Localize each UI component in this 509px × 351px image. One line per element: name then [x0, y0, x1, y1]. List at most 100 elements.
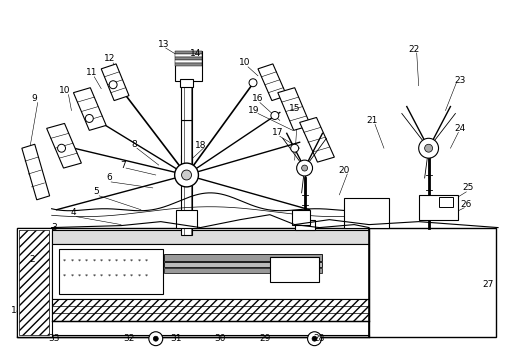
Bar — [181, 120, 192, 175]
Text: *: * — [123, 274, 126, 279]
Text: *: * — [145, 259, 148, 264]
Bar — [175, 51, 203, 54]
Bar — [175, 60, 203, 63]
Polygon shape — [344, 230, 351, 244]
Bar — [175, 63, 203, 66]
Text: *: * — [107, 274, 111, 279]
Bar — [270, 257, 320, 282]
Bar — [292, 210, 309, 225]
Text: 11: 11 — [86, 68, 97, 77]
Polygon shape — [358, 230, 365, 244]
Text: *: * — [70, 274, 73, 279]
Bar — [176, 210, 197, 227]
Polygon shape — [60, 230, 67, 244]
Text: 12: 12 — [103, 54, 115, 64]
Text: 33: 33 — [48, 334, 60, 343]
Bar — [181, 81, 192, 120]
Polygon shape — [226, 230, 233, 244]
Polygon shape — [129, 230, 136, 244]
Polygon shape — [47, 124, 81, 168]
Text: 30: 30 — [214, 334, 226, 343]
Text: 26: 26 — [461, 200, 472, 209]
Polygon shape — [268, 230, 275, 244]
Polygon shape — [275, 230, 282, 244]
Text: 21: 21 — [366, 116, 378, 125]
Polygon shape — [351, 230, 358, 244]
Polygon shape — [206, 230, 212, 244]
Text: *: * — [93, 259, 96, 264]
Text: *: * — [86, 259, 89, 264]
Circle shape — [419, 138, 439, 158]
Text: 14: 14 — [190, 49, 201, 59]
Text: 17: 17 — [272, 128, 284, 137]
Polygon shape — [323, 230, 330, 244]
Text: *: * — [70, 259, 73, 264]
Text: 20: 20 — [338, 166, 350, 174]
Bar — [51, 230, 369, 244]
Text: *: * — [100, 259, 103, 264]
Polygon shape — [199, 230, 206, 244]
Polygon shape — [278, 88, 310, 130]
Bar — [59, 250, 163, 294]
Text: 6: 6 — [106, 173, 112, 183]
Polygon shape — [17, 227, 51, 337]
Polygon shape — [247, 230, 254, 244]
Circle shape — [307, 332, 322, 346]
Text: 31: 31 — [170, 334, 181, 343]
Bar — [164, 254, 323, 261]
Text: *: * — [63, 259, 66, 264]
Polygon shape — [300, 118, 334, 162]
Polygon shape — [330, 230, 337, 244]
Bar — [175, 57, 203, 60]
Circle shape — [249, 79, 257, 87]
Text: 25: 25 — [463, 184, 474, 192]
Polygon shape — [309, 230, 317, 244]
Polygon shape — [73, 230, 80, 244]
Bar — [181, 155, 192, 234]
Circle shape — [182, 170, 191, 180]
Polygon shape — [261, 230, 268, 244]
Text: *: * — [137, 274, 140, 279]
Circle shape — [271, 112, 279, 119]
Text: 27: 27 — [483, 280, 494, 289]
Text: 10: 10 — [59, 86, 70, 95]
Circle shape — [153, 336, 158, 341]
Polygon shape — [101, 230, 108, 244]
Circle shape — [58, 144, 66, 152]
Polygon shape — [178, 230, 185, 244]
Circle shape — [109, 81, 117, 89]
Bar — [175, 51, 203, 81]
Polygon shape — [337, 230, 344, 244]
Circle shape — [86, 114, 93, 122]
Bar — [419, 195, 459, 220]
Bar — [344, 198, 389, 227]
Polygon shape — [122, 230, 129, 244]
Circle shape — [175, 163, 199, 187]
Text: *: * — [130, 274, 133, 279]
Text: *: * — [130, 259, 133, 264]
Text: *: * — [145, 274, 148, 279]
Text: *: * — [123, 259, 126, 264]
Polygon shape — [164, 230, 171, 244]
Polygon shape — [185, 230, 191, 244]
Polygon shape — [52, 230, 60, 244]
Polygon shape — [143, 230, 150, 244]
Text: *: * — [107, 259, 111, 264]
Text: 5: 5 — [93, 187, 99, 196]
Bar — [180, 79, 193, 87]
Polygon shape — [289, 230, 296, 244]
Text: 32: 32 — [123, 334, 135, 343]
Polygon shape — [365, 230, 372, 244]
Text: 22: 22 — [408, 45, 419, 53]
Text: *: * — [93, 274, 96, 279]
Bar — [439, 197, 454, 207]
Text: 13: 13 — [158, 40, 169, 48]
Circle shape — [291, 144, 299, 152]
Polygon shape — [233, 230, 240, 244]
Bar — [164, 268, 323, 273]
Text: 7: 7 — [120, 161, 126, 170]
Polygon shape — [317, 230, 323, 244]
Polygon shape — [73, 88, 106, 130]
Bar — [295, 220, 315, 230]
Polygon shape — [88, 230, 94, 244]
